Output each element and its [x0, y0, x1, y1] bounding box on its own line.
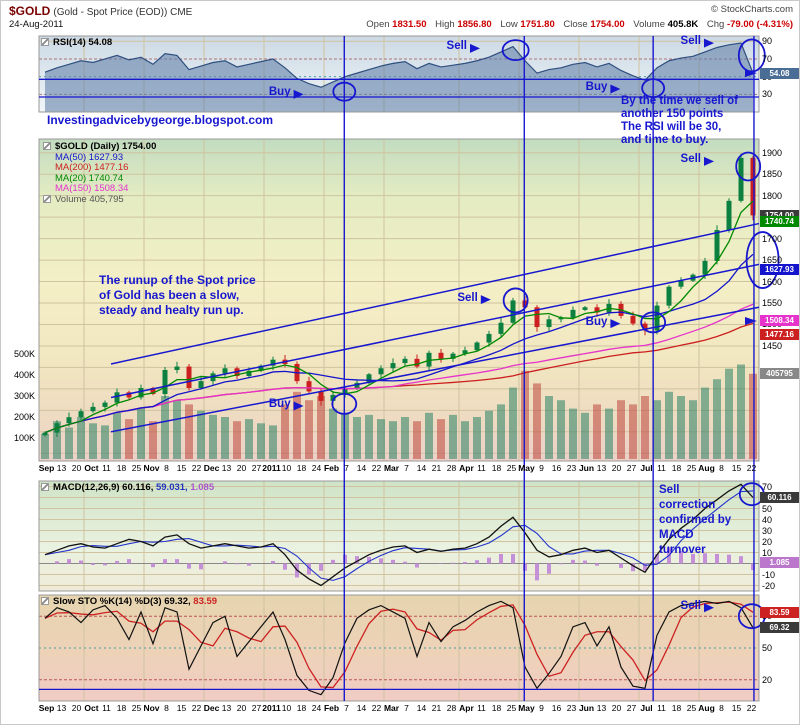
- edge-arrow-icon: [745, 317, 757, 326]
- main-panel-border: [38, 138, 760, 462]
- rsi-label: RSI(14) 54.08: [53, 37, 113, 48]
- rsi-line: [44, 42, 754, 88]
- high-label: High: [435, 19, 455, 30]
- annotation-arrow-icon: [293, 401, 304, 411]
- main-panel-bg: [39, 139, 759, 461]
- sto-k-line: [44, 600, 754, 696]
- sto-d-value: 83.59: [193, 596, 218, 607]
- low-value: 1751.80: [520, 19, 555, 30]
- sto-d-line: [44, 601, 754, 689]
- annotation-arrow-icon: [480, 295, 491, 305]
- open-label: Open: [366, 19, 390, 30]
- annotation-arrow-icon: [704, 156, 714, 166]
- sto-label: Slow STO %K(14) %D(3) 69.32, 83.59: [53, 596, 217, 607]
- chg-value: -79.00 (-4.31%): [726, 19, 793, 30]
- annotation-arrow-icon: [610, 84, 621, 94]
- edge-arrow-icon: [745, 69, 757, 78]
- symbol: $GOLD: [9, 4, 51, 18]
- copyright: © StockCharts.com: [711, 4, 793, 15]
- ma-line-ma150: [44, 303, 754, 434]
- volume-value: 405.8K: [667, 19, 699, 30]
- chart-date: 24-Aug-2011: [9, 19, 64, 30]
- macd-signal-value: 59.031,: [155, 482, 188, 493]
- macd-indicator-icon: [41, 483, 49, 491]
- close-label: Close: [563, 19, 588, 30]
- sto-k-value: 69.32,: [164, 596, 191, 607]
- annotation-circle: [745, 231, 780, 289]
- symbol-name: (Gold - Spot Price (EOD)) CME: [53, 7, 193, 18]
- macd-label: MACD(12,26,9) 60.116, 59.031, 1.085: [53, 482, 214, 493]
- rsi-area: [45, 43, 753, 113]
- macd-histogram: [55, 547, 755, 581]
- annotation-circle: [640, 311, 667, 334]
- quote-strip: Open 1831.50 High 1856.80 Low 1751.80 Cl…: [360, 19, 793, 30]
- annotation-arrow-icon: [610, 319, 621, 329]
- annotation-circle: [332, 81, 357, 102]
- annotation-circle: [641, 78, 666, 99]
- trend-channel-line: [110, 263, 760, 399]
- rsi-panel-border: [38, 35, 760, 113]
- rsi-indicator-icon: [41, 38, 49, 46]
- sto-panel-border: [38, 594, 760, 702]
- annotation-circle: [331, 392, 358, 415]
- annotation-circle: [735, 151, 762, 182]
- blog-annotation: Investingadvicebygeorge.blogspot.com: [47, 113, 274, 127]
- macd-line: [44, 483, 754, 587]
- annotation-arrow-icon: [470, 43, 480, 53]
- annotation-arrow-icon: [704, 603, 714, 613]
- ma-line-ma20: [44, 200, 754, 434]
- annotation-circle: [502, 287, 529, 314]
- volume-bars: [41, 364, 757, 459]
- sto-indicator-icon: [41, 597, 49, 605]
- macd-hist-value: 1.085: [190, 482, 215, 493]
- open-value: 1831.50: [392, 19, 427, 30]
- annotation-circle: [501, 39, 530, 62]
- trend-channel-line: [110, 222, 760, 365]
- chg-label: Chg: [706, 19, 725, 30]
- close-value: 1754.00: [590, 19, 625, 30]
- low-label: Low: [500, 19, 518, 30]
- trend-channel-line: [110, 306, 760, 433]
- macd-label-prefix: MACD(12,26,9): [53, 482, 120, 493]
- macd-panel-border: [38, 480, 760, 592]
- macd-value: 60.116,: [122, 482, 154, 493]
- annotation-arrow-icon: [293, 89, 304, 99]
- annotation-arrow-icon: [704, 38, 714, 48]
- gridlines: [39, 36, 759, 701]
- high-value: 1856.80: [457, 19, 492, 30]
- chart-title: $GOLD (Gold - Spot Price (EOD)) CME: [9, 4, 192, 18]
- volume-label: Volume: [633, 19, 665, 30]
- sto-label-prefix: Slow STO %K(14) %D(3): [53, 596, 162, 607]
- macd-signal-line: [44, 490, 754, 581]
